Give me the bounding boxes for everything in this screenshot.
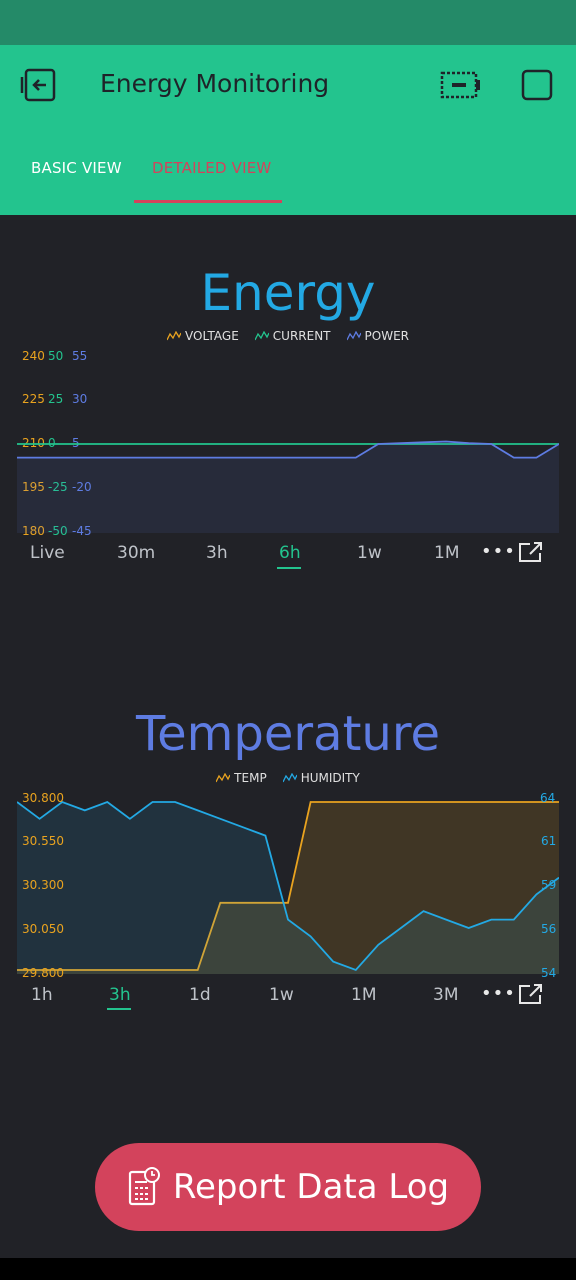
- humidity-tick: 61: [541, 834, 557, 848]
- energy-chart[interactable]: [17, 355, 559, 533]
- tab-basic-view[interactable]: BASIC VIEW: [31, 159, 122, 177]
- range-live[interactable]: Live: [30, 543, 65, 563]
- status-bar: [0, 0, 576, 45]
- voltage-tick: 195: [22, 480, 45, 494]
- energy-legend: VOLTAGE CURRENT POWER: [0, 329, 576, 343]
- voltage-tick: 240: [22, 349, 45, 363]
- temp-tick: 30.050: [22, 922, 64, 936]
- battery-icon[interactable]: [440, 70, 482, 100]
- tab-active-indicator: [134, 200, 282, 203]
- range-active-indicator: [277, 567, 301, 569]
- export-icon[interactable]: [518, 983, 544, 1005]
- range-1h[interactable]: 1h: [31, 985, 53, 1005]
- line-glyph-icon: [282, 773, 297, 783]
- more-icon[interactable]: •••: [481, 541, 516, 562]
- temp-tick: 30.550: [22, 834, 64, 848]
- series-area-power: [17, 441, 559, 533]
- temperature-title: Temperature: [135, 706, 441, 762]
- range-active-indicator: [107, 1008, 131, 1010]
- series-area-humidity: [17, 802, 559, 974]
- power-tick: -45: [72, 524, 92, 538]
- temp-tick: 30.300: [22, 878, 64, 892]
- app-bar: Energy Monitoring BASIC VIEW DETAILED VI…: [0, 45, 576, 215]
- report-data-log-button[interactable]: Report Data Log: [95, 1143, 481, 1231]
- line-glyph-icon: [167, 331, 182, 341]
- range-3h[interactable]: 3h: [206, 543, 228, 563]
- temp-tick: 29.800: [22, 966, 64, 980]
- square-icon[interactable]: [521, 69, 553, 101]
- back-icon[interactable]: [20, 67, 60, 103]
- range-30m[interactable]: 30m: [117, 543, 156, 563]
- range-3m[interactable]: 3M: [433, 985, 459, 1005]
- line-glyph-icon: [216, 773, 231, 783]
- temp-tick: 30.800: [22, 791, 64, 805]
- power-tick: 30: [72, 392, 88, 406]
- legend-current: CURRENT: [254, 329, 331, 343]
- report-button-label: Report Data Log: [172, 1167, 450, 1207]
- range-3h[interactable]: 3h: [109, 985, 131, 1005]
- range-1w[interactable]: 1w: [357, 543, 382, 563]
- power-tick: -20: [72, 480, 92, 494]
- export-icon[interactable]: [518, 541, 544, 563]
- range-1w[interactable]: 1w: [269, 985, 294, 1005]
- humidity-tick: 56: [541, 922, 557, 936]
- series-line-temp: [17, 801, 559, 971]
- range-1m[interactable]: 1M: [434, 543, 460, 563]
- legend-voltage: VOLTAGE: [167, 329, 239, 343]
- temperature-chart[interactable]: [17, 798, 559, 974]
- range-6h[interactable]: 6h: [279, 543, 301, 563]
- power-tick: 5: [72, 436, 80, 450]
- legend-power-label: POWER: [364, 329, 409, 343]
- page-title: Energy Monitoring: [100, 69, 330, 98]
- temperature-legend: TEMP HUMIDITY: [0, 771, 576, 785]
- series-line-humidity: [17, 800, 559, 972]
- legend-temp-label: TEMP: [234, 771, 267, 785]
- legend-humidity-label: HUMIDITY: [300, 771, 360, 785]
- legend-humidity: HUMIDITY: [282, 771, 360, 785]
- range-1m[interactable]: 1M: [351, 985, 377, 1005]
- series-line-power: [17, 440, 559, 459]
- more-icon[interactable]: •••: [481, 983, 516, 1004]
- current-tick: 50: [48, 349, 64, 363]
- series-area-temp: [17, 802, 559, 974]
- report-icon: [128, 1167, 160, 1206]
- legend-power: POWER: [346, 329, 409, 343]
- voltage-tick: 180: [22, 524, 45, 538]
- humidity-tick: 64: [540, 791, 556, 805]
- line-glyph-icon: [254, 331, 269, 341]
- legend-voltage-label: VOLTAGE: [185, 329, 239, 343]
- humidity-tick: 54: [541, 966, 557, 980]
- legend-current-label: CURRENT: [272, 329, 331, 343]
- current-tick: 0: [48, 436, 56, 450]
- current-tick: -50: [48, 524, 68, 538]
- energy-title: Energy: [200, 264, 376, 322]
- voltage-tick: 210: [22, 436, 45, 450]
- current-tick: 25: [48, 392, 64, 406]
- voltage-tick: 225: [22, 392, 45, 406]
- humidity-tick: 59: [541, 878, 557, 892]
- legend-temp: TEMP: [216, 771, 267, 785]
- range-1d[interactable]: 1d: [189, 985, 211, 1005]
- system-nav-bar: [0, 1258, 576, 1280]
- power-tick: 55: [72, 349, 88, 363]
- line-glyph-icon: [346, 331, 361, 341]
- current-tick: -25: [48, 480, 68, 494]
- tab-detailed-view[interactable]: DETAILED VIEW: [152, 159, 272, 177]
